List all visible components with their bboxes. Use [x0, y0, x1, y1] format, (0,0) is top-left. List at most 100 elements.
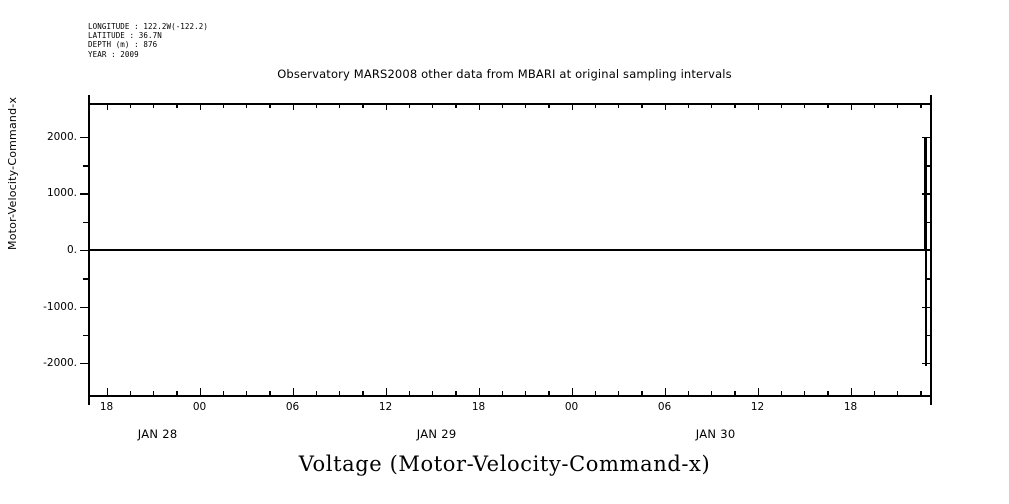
x-tick-minor — [362, 390, 364, 396]
x-tick-major — [106, 388, 108, 396]
x-tick-minor — [129, 103, 132, 108]
x-tick-minor — [269, 390, 271, 396]
x-tick-minor — [129, 390, 132, 396]
x-tick-minor — [641, 103, 643, 108]
x-tick-minor — [269, 103, 271, 108]
x-tick-label-hour: 00 — [192, 401, 207, 413]
x-tick-minor — [525, 103, 527, 108]
x-tick-minor — [734, 390, 736, 396]
x-tick-major — [850, 103, 852, 110]
metadata-latitude: LATITUDE : 36.7N — [88, 31, 162, 41]
x-tick-minor — [827, 390, 829, 396]
x-tick-minor — [711, 103, 713, 108]
x-tick-major — [385, 388, 387, 396]
x-tick-label-day: JAN 30 — [695, 427, 736, 441]
x-tick-label-hour: 18 — [843, 401, 858, 413]
x-tick-minor — [246, 103, 248, 108]
y-tick-label: 2000. — [46, 130, 77, 143]
y-tick-major — [80, 136, 88, 139]
x-tick-minor — [897, 103, 899, 108]
x-tick-major — [850, 388, 852, 396]
axis-bottom — [88, 395, 932, 397]
x-tick-minor — [455, 103, 457, 108]
series-spike-negative — [925, 250, 927, 366]
x-tick-minor — [315, 103, 318, 108]
metadata-longitude: LONGITUDE : 122.2W(-122.2) — [88, 22, 208, 31]
x-tick-label-hour: 06 — [285, 401, 300, 413]
x-tick-minor — [734, 103, 736, 108]
x-tick-minor — [408, 103, 411, 108]
chart-title: Observatory MARS2008 other data from MBA… — [277, 67, 732, 81]
x-tick-minor — [873, 390, 876, 396]
x-tick-minor — [222, 390, 225, 396]
x-tick-minor — [594, 103, 597, 108]
x-tick-minor — [362, 103, 364, 108]
x-tick-minor — [432, 390, 434, 396]
y-axis-title: Motor-Velocity-Command-x — [6, 96, 19, 250]
x-tick-major — [292, 388, 294, 396]
x-tick-minor — [548, 103, 550, 108]
x-tick-major — [199, 388, 201, 396]
x-tick-minor — [501, 390, 504, 396]
x-tick-minor — [618, 390, 620, 396]
metadata-depth: DEPTH (m) : 876 — [88, 40, 158, 50]
y-tick-minor — [82, 221, 88, 224]
x-tick-major — [106, 103, 108, 110]
x-tick-minor — [687, 390, 690, 396]
x-tick-minor — [339, 390, 341, 396]
x-tick-minor — [176, 390, 178, 396]
y-tick-minor — [82, 334, 88, 337]
y-tick-label: 0. — [66, 244, 77, 256]
x-tick-label-hour: 12 — [378, 401, 393, 413]
x-tick-label-day: JAN 29 — [416, 427, 457, 441]
x-tick-minor — [455, 390, 457, 396]
axis-right — [930, 95, 932, 405]
y-tick-minor — [924, 278, 930, 280]
series-baseline — [88, 249, 930, 251]
x-tick-label-hour: 00 — [564, 401, 579, 413]
x-tick-major — [664, 103, 666, 110]
x-tick-minor — [920, 103, 922, 108]
x-tick-minor — [222, 103, 225, 108]
x-tick-label-hour: 06 — [657, 401, 672, 413]
x-tick-minor — [315, 390, 318, 396]
x-tick-label-day: JAN 28 — [137, 427, 178, 441]
x-tick-minor — [594, 390, 597, 396]
y-tick-label: -2000. — [43, 357, 77, 370]
axis-top — [88, 103, 932, 105]
x-tick-minor — [780, 390, 783, 396]
x-tick-minor — [687, 103, 690, 108]
x-tick-minor — [827, 103, 829, 108]
x-tick-minor — [897, 390, 899, 396]
series-spike-positive — [924, 136, 928, 250]
y-tick-major — [80, 363, 88, 365]
chart-caption: Voltage (Motor-Velocity-Command-x) — [298, 452, 711, 476]
y-tick-major — [80, 193, 88, 195]
y-tick-minor — [82, 278, 88, 280]
x-tick-minor — [873, 103, 876, 108]
y-tick-major — [80, 306, 88, 308]
x-tick-major — [757, 388, 759, 396]
x-tick-major — [571, 103, 573, 110]
x-tick-minor — [339, 103, 341, 108]
x-tick-minor — [432, 103, 434, 108]
x-tick-label-hour: 18 — [471, 401, 486, 413]
x-tick-label-hour: 18 — [99, 401, 114, 413]
x-tick-major — [664, 388, 666, 396]
x-tick-minor — [525, 390, 527, 396]
y-tick-label: 1000. — [46, 187, 77, 200]
x-tick-minor — [711, 390, 713, 396]
y-tick-major — [80, 250, 88, 252]
x-tick-minor — [548, 390, 550, 396]
x-tick-major — [571, 388, 573, 396]
y-tick-minor — [924, 221, 930, 224]
x-tick-minor — [153, 390, 155, 396]
metadata-year: YEAR : 2009 — [88, 49, 139, 59]
x-tick-minor — [501, 103, 504, 108]
x-tick-minor — [804, 103, 806, 108]
x-tick-minor — [920, 390, 922, 396]
y-tick-minor — [924, 334, 930, 337]
x-tick-major — [385, 103, 387, 110]
x-tick-minor — [246, 390, 248, 396]
y-tick-label: -1000. — [43, 300, 77, 313]
